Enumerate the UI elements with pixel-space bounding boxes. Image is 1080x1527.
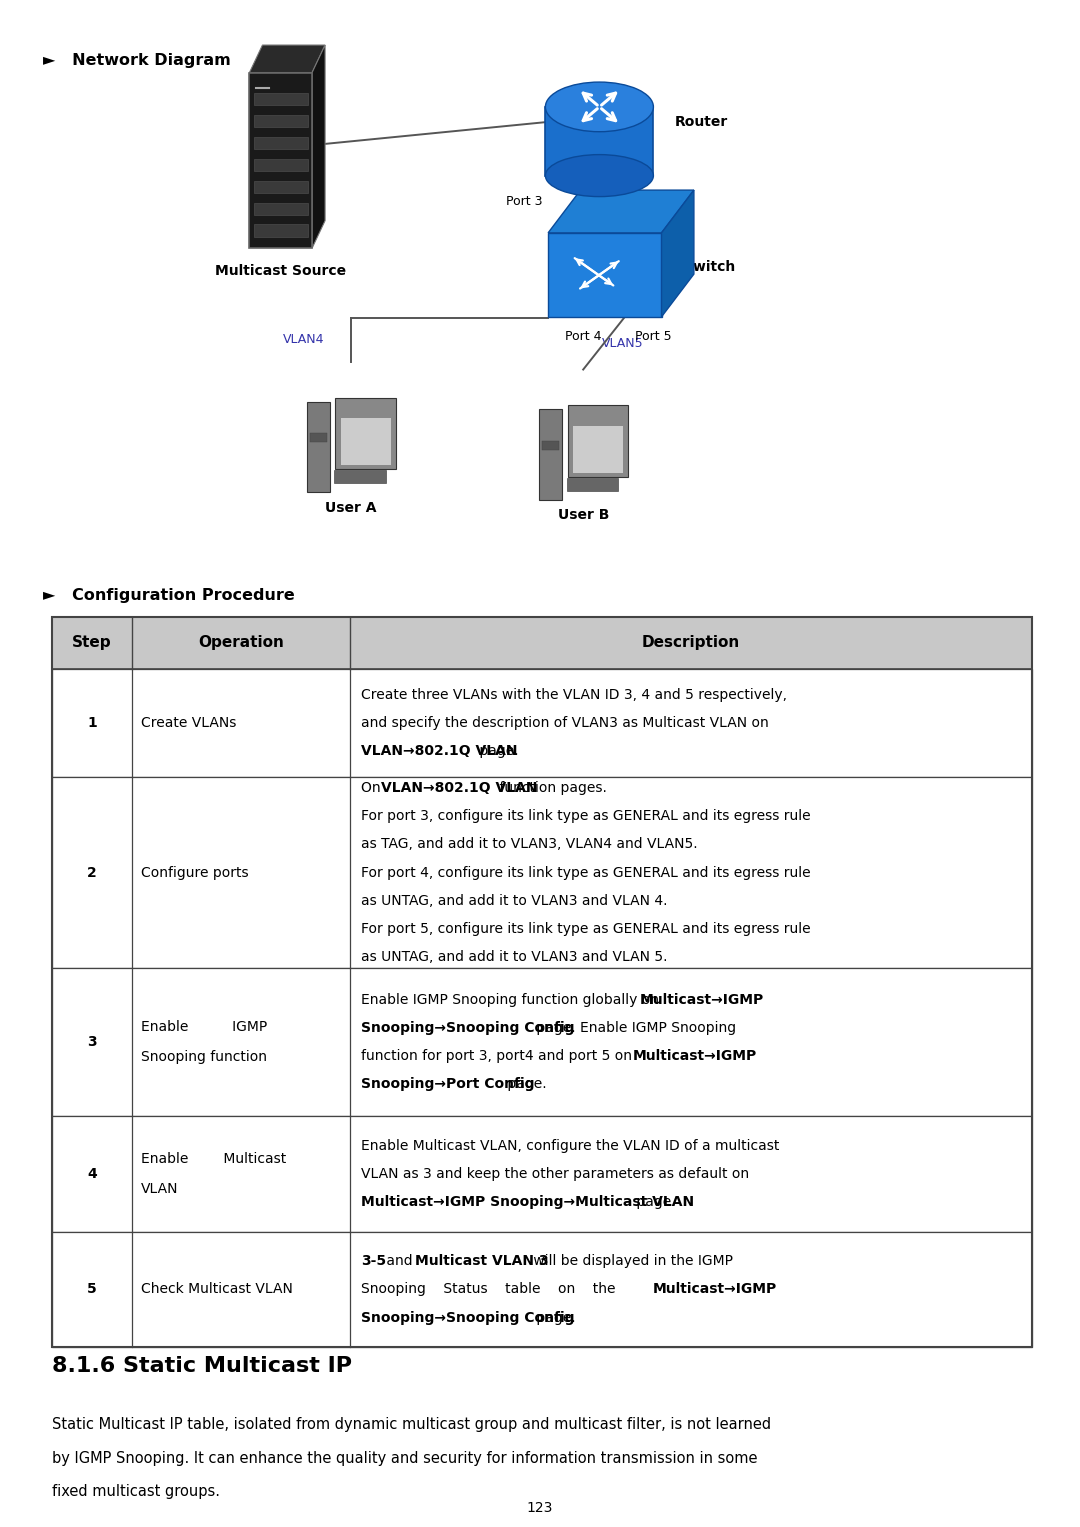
Text: User B: User B — [557, 508, 609, 522]
Text: Multicast→IGMP Snooping→Multicast VLAN: Multicast→IGMP Snooping→Multicast VLAN — [361, 1196, 693, 1209]
Text: Snooping function: Snooping function — [140, 1051, 267, 1064]
Text: User A: User A — [325, 501, 377, 515]
Text: Enable        Multicast: Enable Multicast — [140, 1151, 286, 1165]
Text: Create three VLANs with the VLAN ID 3, 4 and 5 respectively,: Create three VLANs with the VLAN ID 3, 4… — [361, 687, 786, 702]
Text: Multicast→IGMP: Multicast→IGMP — [653, 1283, 778, 1296]
Polygon shape — [661, 189, 694, 316]
Text: will be displayed in the IGMP: will be displayed in the IGMP — [529, 1254, 733, 1269]
Text: For port 3, configure its link type as GENERAL and its egress rule: For port 3, configure its link type as G… — [361, 809, 810, 823]
FancyBboxPatch shape — [254, 203, 308, 215]
Text: 8.1.6 Static Multicast IP: 8.1.6 Static Multicast IP — [52, 1356, 352, 1376]
Text: Enable IGMP Snooping function globally on: Enable IGMP Snooping function globally o… — [361, 993, 663, 1006]
Text: Router: Router — [675, 115, 728, 130]
Text: 1: 1 — [87, 716, 97, 730]
Text: Port 4: Port 4 — [565, 330, 602, 344]
FancyBboxPatch shape — [567, 478, 618, 490]
Polygon shape — [312, 44, 325, 247]
Text: Configure ports: Configure ports — [140, 866, 248, 880]
Text: fixed multicast groups.: fixed multicast groups. — [52, 1484, 220, 1500]
Text: VLAN3: VLAN3 — [613, 200, 654, 212]
Text: 5: 5 — [87, 1283, 97, 1296]
FancyBboxPatch shape — [254, 224, 308, 237]
Polygon shape — [549, 189, 694, 232]
FancyBboxPatch shape — [539, 409, 563, 499]
FancyBboxPatch shape — [254, 159, 308, 171]
Text: VLAN→802.1Q VLAN: VLAN→802.1Q VLAN — [361, 744, 517, 759]
Text: 3: 3 — [87, 1035, 97, 1049]
Text: function pages.: function pages. — [495, 780, 607, 796]
FancyBboxPatch shape — [310, 434, 327, 443]
Text: function for port 3, port4 and port 5 on: function for port 3, port4 and port 5 on — [361, 1049, 636, 1063]
Text: Port 5: Port 5 — [635, 330, 672, 344]
Text: as UNTAG, and add it to VLAN3 and VLAN 5.: as UNTAG, and add it to VLAN3 and VLAN 5… — [361, 950, 667, 965]
Text: Step: Step — [72, 635, 112, 651]
Text: VLAN as 3 and keep the other parameters as default on: VLAN as 3 and keep the other parameters … — [361, 1167, 748, 1180]
FancyBboxPatch shape — [52, 1116, 1032, 1232]
Text: and specify the description of VLAN3 as Multicast VLAN on: and specify the description of VLAN3 as … — [361, 716, 769, 730]
Text: VLAN: VLAN — [140, 1182, 178, 1196]
Text: Multicast Source: Multicast Source — [215, 264, 347, 278]
Text: VLAN→802.1Q VLAN: VLAN→802.1Q VLAN — [380, 780, 537, 796]
Polygon shape — [549, 232, 661, 316]
Text: Enable          IGMP: Enable IGMP — [140, 1020, 267, 1034]
FancyBboxPatch shape — [52, 617, 1032, 669]
FancyBboxPatch shape — [52, 669, 1032, 777]
Text: VLAN5: VLAN5 — [602, 337, 644, 350]
FancyBboxPatch shape — [254, 180, 308, 192]
FancyBboxPatch shape — [254, 93, 308, 105]
Text: VLAN4: VLAN4 — [283, 333, 324, 347]
FancyBboxPatch shape — [542, 441, 559, 450]
FancyBboxPatch shape — [254, 115, 308, 127]
Text: page.: page. — [632, 1196, 675, 1209]
Text: Snooping→Port Config: Snooping→Port Config — [361, 1078, 535, 1092]
Text: and: and — [382, 1254, 417, 1269]
FancyBboxPatch shape — [545, 107, 653, 176]
Text: 123: 123 — [527, 1501, 553, 1515]
Text: Create VLANs: Create VLANs — [140, 716, 237, 730]
Text: For port 4, configure its link type as GENERAL and its egress rule: For port 4, configure its link type as G… — [361, 866, 810, 880]
Text: page. Enable IGMP Snooping: page. Enable IGMP Snooping — [531, 1022, 735, 1035]
Text: Snooping    Status    table    on    the: Snooping Status table on the — [361, 1283, 633, 1296]
Text: Port 3: Port 3 — [505, 195, 542, 208]
Text: 2: 2 — [87, 866, 97, 880]
Text: Multicast→IGMP: Multicast→IGMP — [639, 993, 764, 1006]
FancyBboxPatch shape — [52, 1232, 1032, 1347]
Text: by IGMP Snooping. It can enhance the quality and security for information transm: by IGMP Snooping. It can enhance the qua… — [52, 1451, 757, 1466]
Text: For port 5, configure its link type as GENERAL and its egress rule: For port 5, configure its link type as G… — [361, 922, 810, 936]
Text: Description: Description — [643, 635, 741, 651]
Text: 3-5: 3-5 — [361, 1254, 386, 1269]
Text: Static Multicast IP table, isolated from dynamic multicast group and multicast f: Static Multicast IP table, isolated from… — [52, 1417, 771, 1432]
FancyBboxPatch shape — [335, 470, 386, 483]
FancyBboxPatch shape — [249, 72, 312, 247]
Text: page.: page. — [503, 1078, 546, 1092]
FancyBboxPatch shape — [573, 426, 623, 473]
Text: Snooping→Snooping Config: Snooping→Snooping Config — [361, 1022, 575, 1035]
Text: page.: page. — [531, 1310, 576, 1325]
Text: On: On — [361, 780, 384, 796]
Text: Snooping→Snooping Config: Snooping→Snooping Config — [361, 1310, 575, 1325]
Text: page.: page. — [475, 744, 518, 759]
FancyBboxPatch shape — [307, 402, 330, 492]
Text: as TAG, and add it to VLAN3, VLAN4 and VLAN5.: as TAG, and add it to VLAN3, VLAN4 and V… — [361, 837, 698, 852]
FancyBboxPatch shape — [52, 968, 1032, 1116]
Text: Operation: Operation — [198, 635, 284, 651]
Polygon shape — [249, 44, 325, 72]
FancyBboxPatch shape — [341, 418, 391, 466]
Text: ►   Configuration Procedure: ► Configuration Procedure — [43, 588, 295, 603]
Text: Multicast VLAN 3: Multicast VLAN 3 — [416, 1254, 549, 1269]
Text: Check Multicast VLAN: Check Multicast VLAN — [140, 1283, 293, 1296]
Text: Multicast→IGMP: Multicast→IGMP — [633, 1049, 757, 1063]
Text: as UNTAG, and add it to VLAN3 and VLAN 4.: as UNTAG, and add it to VLAN3 and VLAN 4… — [361, 893, 667, 909]
Ellipse shape — [545, 82, 653, 131]
Text: Enable Multicast VLAN, configure the VLAN ID of a multicast: Enable Multicast VLAN, configure the VLA… — [361, 1139, 779, 1153]
FancyBboxPatch shape — [336, 397, 396, 469]
Ellipse shape — [545, 154, 653, 197]
FancyBboxPatch shape — [254, 136, 308, 148]
Text: ►   Network Diagram: ► Network Diagram — [43, 53, 231, 69]
FancyBboxPatch shape — [52, 777, 1032, 968]
FancyBboxPatch shape — [568, 405, 629, 476]
Text: Switch: Switch — [683, 260, 734, 275]
Text: 4: 4 — [87, 1167, 97, 1180]
